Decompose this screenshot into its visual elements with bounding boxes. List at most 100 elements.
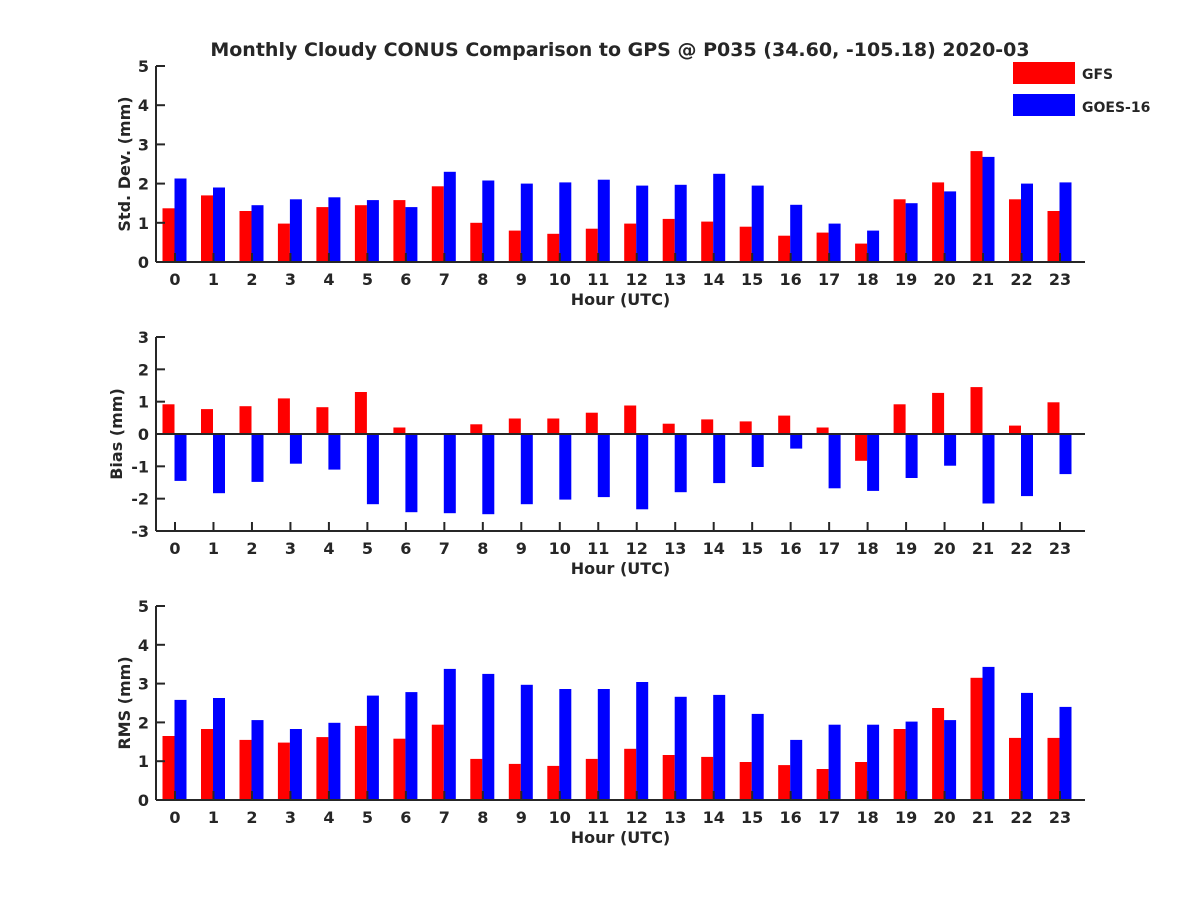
- bar-goes16-hour-7: [443, 668, 456, 800]
- bar-gfs-hour-4: [316, 207, 329, 262]
- x-tick-label: 10: [549, 808, 571, 827]
- bar-goes16-hour-21: [982, 434, 995, 504]
- bar-goes16-hour-23: [1059, 434, 1072, 475]
- bar-goes16-hour-4: [328, 722, 341, 800]
- bar-goes16-hour-17: [828, 434, 841, 489]
- x-tick-label: 21: [972, 808, 994, 827]
- y-axis-label: Bias (mm): [107, 388, 126, 480]
- bar-gfs-hour-23: [1047, 211, 1060, 262]
- x-tick-label: 23: [1049, 808, 1071, 827]
- y-tick-label: 2: [138, 360, 149, 379]
- bar-goes16-hour-10: [559, 434, 572, 500]
- bar-gfs-hour-7: [431, 724, 444, 800]
- bar-gfs-hour-10: [547, 765, 560, 800]
- bar-goes16-hour-8: [482, 673, 495, 800]
- bar-gfs-hour-22: [1009, 199, 1021, 262]
- bar-goes16-hour-19: [905, 434, 918, 478]
- bar-gfs-hour-17: [816, 427, 829, 434]
- bar-goes16-hour-18: [867, 724, 880, 800]
- legend: GFS GOES-16: [1013, 62, 1150, 116]
- bar-gfs-hour-11: [585, 412, 598, 434]
- bar-gfs-hour-14: [701, 419, 714, 434]
- x-tick-label: 4: [323, 808, 334, 827]
- x-tick-label: 1: [208, 808, 219, 827]
- bar-gfs-hour-20: [932, 392, 945, 434]
- bar-goes16-hour-0: [174, 178, 187, 262]
- y-tick-label: 0: [138, 253, 149, 272]
- bar-goes16-hour-4: [328, 197, 341, 262]
- bar-gfs-hour-3: [277, 223, 290, 262]
- bar-goes16-hour-16: [790, 204, 803, 262]
- bar-gfs-hour-20: [932, 182, 945, 262]
- bar-gfs-hour-19: [893, 199, 906, 262]
- bar-goes16-hour-8: [482, 434, 495, 515]
- bar-gfs-hour-6: [393, 200, 406, 262]
- bar-gfs-hour-2: [239, 739, 252, 800]
- x-tick-label: 8: [477, 539, 488, 558]
- x-tick-label: 12: [626, 539, 648, 558]
- bar-goes16-hour-22: [1021, 434, 1033, 497]
- bar-goes16-hour-20: [944, 434, 957, 466]
- x-tick-label: 22: [1010, 270, 1032, 289]
- bar-gfs-hour-13: [662, 218, 675, 262]
- bar-gfs-hour-3: [277, 742, 290, 800]
- x-tick-label: 13: [664, 808, 686, 827]
- x-tick-label: 20: [933, 270, 955, 289]
- legend-swatch-gfs: [1013, 62, 1075, 84]
- bar-goes16-hour-17: [828, 724, 841, 800]
- bar-gfs-hour-18: [855, 243, 868, 262]
- bar-goes16-hour-12: [636, 434, 649, 510]
- y-tick-label: 3: [138, 328, 149, 347]
- y-tick-label: 4: [138, 636, 149, 655]
- x-tick-label: 15: [741, 539, 763, 558]
- bar-gfs-hour-5: [354, 725, 367, 800]
- bar-gfs-hour-2: [239, 211, 252, 262]
- bar-goes16-hour-22: [1021, 183, 1033, 262]
- bar-goes16-hour-2: [251, 434, 264, 482]
- x-tick-label: 19: [895, 270, 917, 289]
- x-tick-label: 11: [587, 539, 609, 558]
- bar-gfs-hour-15: [739, 421, 752, 434]
- bar-gfs-hour-5: [354, 205, 367, 262]
- bar-gfs-hour-8: [470, 424, 483, 434]
- bar-goes16-hour-3: [289, 729, 302, 800]
- x-axis-label: Hour (UTC): [571, 559, 671, 578]
- x-tick-label: 7: [439, 270, 450, 289]
- x-tick-label: 17: [818, 808, 840, 827]
- bar-goes16-hour-6: [405, 434, 418, 513]
- bar-goes16-hour-15: [751, 713, 764, 800]
- bar-gfs-hour-0: [162, 736, 175, 800]
- bar-gfs-hour-21: [970, 677, 983, 800]
- bar-goes16-hour-1: [213, 698, 225, 800]
- x-tick-label: 18: [856, 539, 878, 558]
- bar-gfs-hour-9: [508, 418, 521, 434]
- y-tick-label: 1: [138, 752, 149, 771]
- bar-goes16-hour-9: [520, 684, 533, 800]
- bar-gfs-hour-20: [932, 708, 945, 800]
- bar-goes16-hour-21: [982, 156, 995, 262]
- x-tick-label: 6: [400, 270, 411, 289]
- bar-goes16-hour-5: [366, 434, 379, 505]
- bar-gfs-hour-8: [470, 222, 483, 262]
- bar-goes16-hour-9: [520, 434, 533, 505]
- x-tick-label: 20: [933, 808, 955, 827]
- x-tick-label: 4: [323, 539, 334, 558]
- x-tick-label: 15: [741, 808, 763, 827]
- bar-goes16-hour-23: [1059, 182, 1072, 262]
- bar-gfs-hour-16: [778, 415, 791, 434]
- bar-gfs-hour-5: [354, 392, 367, 434]
- x-tick-label: 16: [780, 808, 802, 827]
- bar-goes16-hour-15: [751, 185, 764, 262]
- bar-gfs-hour-7: [431, 186, 444, 262]
- bar-goes16-hour-0: [174, 434, 187, 481]
- bar-gfs-hour-23: [1047, 402, 1060, 434]
- x-tick-label: 11: [587, 270, 609, 289]
- bar-goes16-hour-2: [251, 205, 264, 262]
- bar-gfs-hour-16: [778, 765, 791, 800]
- bar-goes16-hour-0: [174, 699, 187, 800]
- bar-gfs-hour-4: [316, 737, 329, 800]
- y-tick-label: 2: [138, 175, 149, 194]
- bar-gfs-hour-10: [547, 233, 560, 262]
